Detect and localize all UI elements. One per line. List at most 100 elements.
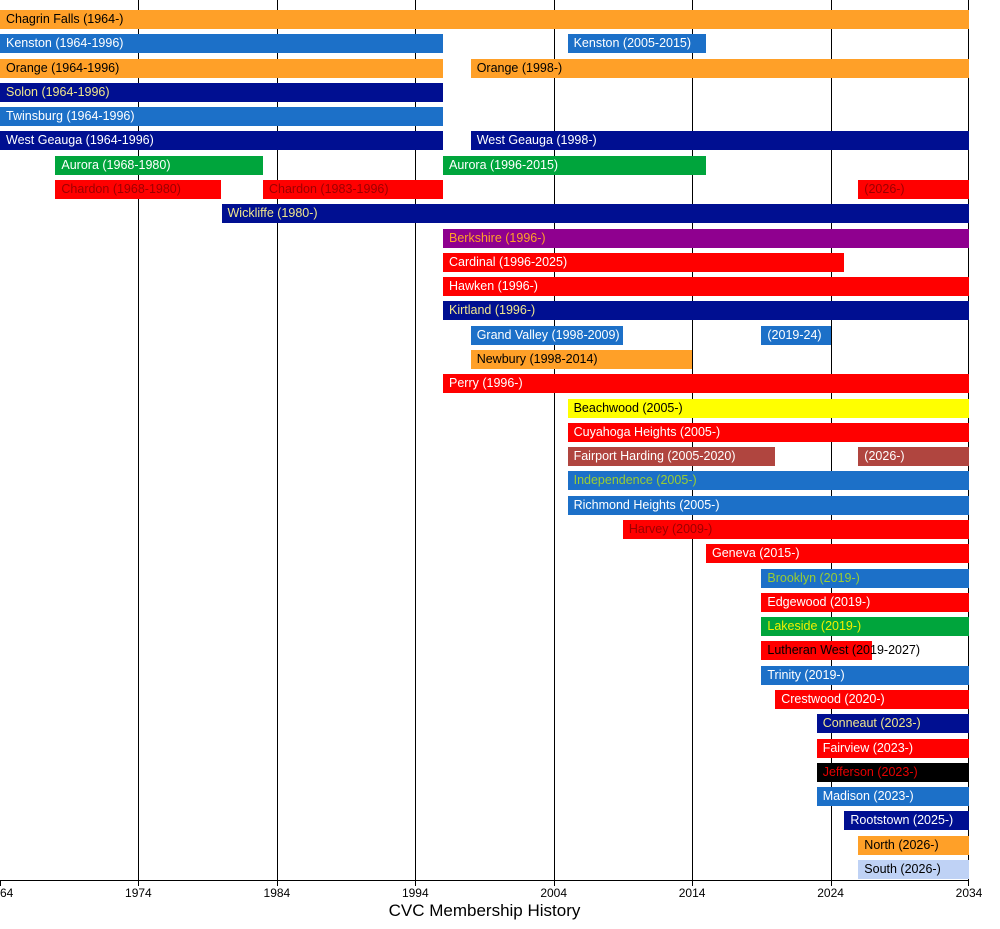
gantt-bar: Conneaut (2023-) xyxy=(816,714,969,734)
bar-label: Brooklyn (2019-) xyxy=(767,570,860,585)
gantt-bar: Chardon (1968-1980) xyxy=(55,180,222,199)
gantt-bar: West Geauga (1964-1996) xyxy=(0,131,443,151)
axis-tick-1984 xyxy=(276,881,278,886)
gantt-bar: Perry (1996-) xyxy=(443,374,969,394)
bar-label: Lakeside (2019-) xyxy=(767,619,862,634)
bar-label: Cardinal (1996-2025) xyxy=(449,254,568,269)
tick-label-2034: 2034 xyxy=(955,886,983,900)
gantt-bar: Aurora (1968-1980) xyxy=(55,155,263,175)
gantt-bar: Cardinal (1996-2025) xyxy=(443,252,845,272)
bar-label: Fairport Harding (2005-2020) xyxy=(573,449,736,464)
gantt-bar: Jefferson (2023-) xyxy=(816,762,969,782)
bar-label: Crestwood (2020-) xyxy=(781,692,885,706)
gantt-bar: Kirtland (1996-) xyxy=(443,301,969,321)
gantt-bar: Trinity (2019-) xyxy=(761,665,969,685)
gridline-2004 xyxy=(553,0,555,881)
gantt-bar: Richmond Heights (2005-) xyxy=(567,495,969,515)
bar-label: Harvey (2009-) xyxy=(628,522,713,536)
gantt-bar: Independence (2005-) xyxy=(567,471,969,491)
tick-label-1994: 1994 xyxy=(401,886,429,900)
gantt-bar: (2026-) xyxy=(858,180,969,199)
gantt-bar: Brooklyn (2019-) xyxy=(761,568,969,588)
gantt-bar: Fairport Harding (2005-2020) xyxy=(567,447,776,467)
gridline-1994 xyxy=(415,0,417,881)
bar-label: Orange (1964-1996) xyxy=(6,60,120,75)
bar-label: Lutheran West (2019-2027) xyxy=(767,643,921,658)
bar-label: Newbury (1998-2014) xyxy=(476,352,598,366)
gantt-bar: Chagrin Falls (1964-) xyxy=(0,10,969,29)
bar-label: Cuyahoga Heights (2005-) xyxy=(573,424,721,439)
bar-label: Twinsburg (1964-1996) xyxy=(6,109,135,124)
axis-tick-2014 xyxy=(692,881,694,886)
bar-label: (2026-) xyxy=(864,182,905,196)
bar-label: Hawken (1996-) xyxy=(449,279,538,294)
gantt-bar: Kenston (1964-1996) xyxy=(0,34,443,54)
bar-label: Orange (1998-) xyxy=(476,60,563,75)
axis-tick-2024 xyxy=(830,881,832,886)
bar-label: Geneva (2015-) xyxy=(712,546,800,561)
tick-label-1984: 1984 xyxy=(263,886,291,900)
gantt-bar: Chardon (1983-1996) xyxy=(263,180,443,199)
bar-label: Kenston (2005-2015) xyxy=(573,36,692,51)
chart-title: CVC Membership History xyxy=(388,901,581,920)
gantt-bar: (2019-24) xyxy=(761,325,831,345)
gantt-bar: Beachwood (2005-) xyxy=(567,398,969,418)
axis-tick-1994 xyxy=(415,881,417,886)
bar-label: Solon (1964-1996) xyxy=(6,84,110,99)
gantt-bar: Grand Valley (1998-2009) xyxy=(470,325,623,345)
bar-label: Edgewood (2019-) xyxy=(767,594,871,609)
gantt-bar: Wickliffe (1980-) xyxy=(221,204,969,224)
bar-label: Berkshire (1996-) xyxy=(449,230,546,245)
gantt-bar: Geneva (2015-) xyxy=(706,544,969,564)
gantt-bar: South (2026-) xyxy=(858,860,969,879)
bar-label: Fairview (2023-) xyxy=(822,740,913,755)
gantt-bar: Newbury (1998-2014) xyxy=(470,350,693,369)
gridline-1974 xyxy=(138,0,140,881)
gantt-bar: Aurora (1996-2015) xyxy=(443,155,706,175)
bar-label: Madison (2023-) xyxy=(822,789,914,804)
bar-label: Grand Valley (1998-2009) xyxy=(476,327,620,342)
bar-label: Chardon (1968-1980) xyxy=(61,182,181,196)
gantt-bar: Hawken (1996-) xyxy=(443,277,969,297)
tick-label-2014: 2014 xyxy=(678,886,706,900)
bar-label: Trinity (2019-) xyxy=(767,667,845,682)
bar-label: Chagrin Falls (1964-) xyxy=(6,12,124,26)
bar-label: Jefferson (2023-) xyxy=(822,764,918,779)
bar-label: Conneaut (2023-) xyxy=(822,716,921,731)
gridline-1984 xyxy=(276,0,278,881)
bar-label: Kenston (1964-1996) xyxy=(6,36,124,51)
bar-label: (2019-24) xyxy=(767,327,822,342)
gantt-bar: (2026-) xyxy=(858,447,969,467)
bar-label: Aurora (1996-2015) xyxy=(449,157,559,172)
gantt-bar: Twinsburg (1964-1996) xyxy=(0,107,443,127)
bar-label: Independence (2005-) xyxy=(573,473,697,488)
tick-label-2004: 2004 xyxy=(540,886,568,900)
axis-tick-1964 xyxy=(0,881,1,886)
gantt-bar: Crestwood (2020-) xyxy=(775,690,969,709)
axis-tick-2004 xyxy=(553,881,555,886)
bar-label: Rootstown (2025-) xyxy=(850,813,954,828)
gantt-bar: Harvey (2009-) xyxy=(622,520,969,539)
gantt-bar: Orange (1964-1996) xyxy=(0,58,443,78)
gantt-bar: Edgewood (2019-) xyxy=(761,592,969,612)
bar-label: Chardon (1983-1996) xyxy=(269,182,389,196)
bar-label: Beachwood (2005-) xyxy=(573,400,683,415)
bar-label: South (2026-) xyxy=(864,862,941,876)
gantt-bar: Cuyahoga Heights (2005-) xyxy=(567,422,969,442)
tick-label-1964: 1964 xyxy=(0,886,14,900)
bar-label: Aurora (1968-1980) xyxy=(61,157,171,172)
gantt-bar: Fairview (2023-) xyxy=(816,738,969,758)
bar-label: Kirtland (1996-) xyxy=(449,303,536,318)
gantt-bar: North (2026-) xyxy=(858,835,969,855)
gantt-bar: Lutheran West (2019-2027) xyxy=(761,641,920,661)
tick-label-1974: 1974 xyxy=(125,886,152,900)
bar-label: West Geauga (1998-) xyxy=(476,133,597,148)
bar-label: Richmond Heights (2005-) xyxy=(573,497,720,512)
gantt-bar: Orange (1998-) xyxy=(470,58,969,78)
bar-label: Perry (1996-) xyxy=(449,376,523,391)
gantt-bar: Madison (2023-) xyxy=(816,787,969,807)
axis-tick-1974 xyxy=(138,881,140,886)
bar-label: North (2026-) xyxy=(864,837,939,852)
gantt-bar: Lakeside (2019-) xyxy=(761,617,969,637)
